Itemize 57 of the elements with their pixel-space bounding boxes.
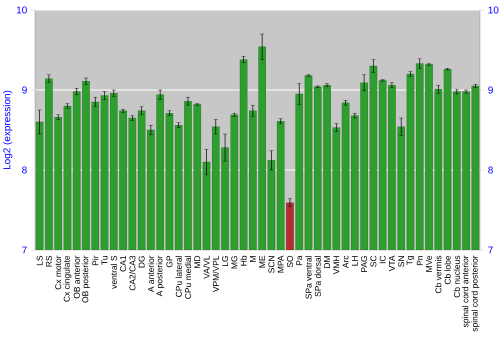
x-tick-label: Tg [406, 256, 414, 266]
x-tick-label: LG [222, 256, 228, 266]
x-tick-label: Pn [416, 256, 423, 266]
x-tick-label: OB anterior [74, 256, 80, 298]
x-tick-label: DM [324, 256, 330, 268]
x-tick-label: VTA [389, 255, 395, 272]
y2-tick-label: 10 [488, 6, 498, 14]
x-tick-label: RS [46, 256, 52, 267]
x-tick-label: Tu [102, 256, 108, 265]
x-tick-label: Pir [92, 256, 98, 266]
x-tick-label: MPA [278, 255, 284, 272]
y-tick-label: 10 [16, 6, 27, 14]
x-tick-label: SPa ventral [305, 256, 312, 299]
x-tick-label: Cb lobe [444, 256, 451, 284]
x-tick-label: OB posterior [82, 256, 90, 303]
x-tick-label: SO [286, 256, 293, 268]
x-tick-label: MD [194, 256, 200, 268]
y-tick-label: 7 [22, 246, 27, 254]
x-tick-label: Pa [296, 255, 302, 266]
x-tick-label: ME [259, 256, 266, 268]
x-tick-label: Cb nucleus [454, 256, 460, 298]
x-tick-label: MVe [426, 256, 432, 272]
y2-tick-label: 9 [488, 86, 493, 94]
x-tick-label: Hb [240, 256, 247, 266]
x-tick-label: MG [231, 256, 238, 268]
x-tick-label: Cx cingulate [63, 256, 72, 302]
x-tick-label: SCN [268, 256, 274, 273]
x-tick-label: SN [398, 256, 404, 267]
x-tick-label: LH [352, 256, 358, 266]
x-tick-label: spinal cord anterior [462, 256, 470, 328]
x-tick-label: PAG [361, 256, 368, 272]
x-tick-label: A posterior [156, 256, 164, 296]
x-tick-label: GP [166, 256, 172, 268]
x-tick-label: ventral S [110, 256, 117, 289]
x-tick-label: LS [36, 256, 43, 266]
y-axis-title: Log2 (expression) [3, 90, 12, 170]
y-tick-label: 8 [22, 166, 27, 174]
y2-tick-label: 7 [488, 246, 493, 254]
x-tick-label: VA/VL [203, 256, 210, 279]
x-tick-label: M [250, 256, 256, 262]
x-tick-label: SC [370, 256, 376, 267]
x-tick-label: Arc [342, 256, 349, 268]
x-tick-label: VPM/VPL [212, 256, 219, 292]
x-tick-label: spinal cord posterior [471, 256, 480, 332]
y-tick-label: 9 [22, 86, 27, 94]
x-tick-label: CA1 [120, 256, 126, 272]
x-tick-label: DG [138, 256, 145, 268]
x-tick-label: Cx motor [55, 256, 62, 290]
x-tick-label: VMH [333, 256, 340, 274]
x-tick-label: CPu lateral [176, 256, 182, 297]
x-tick-label: SPa dorsal [314, 256, 321, 296]
x-tick-label: CA2/CA3 [129, 256, 136, 290]
x-tick-label: Cb vermis [435, 256, 442, 294]
x-tick-label: A anterior [148, 256, 154, 292]
y2-tick-label: 8 [488, 166, 493, 174]
x-tick-label: IC [380, 256, 386, 264]
x-tick-label: CPu medial [184, 256, 192, 299]
